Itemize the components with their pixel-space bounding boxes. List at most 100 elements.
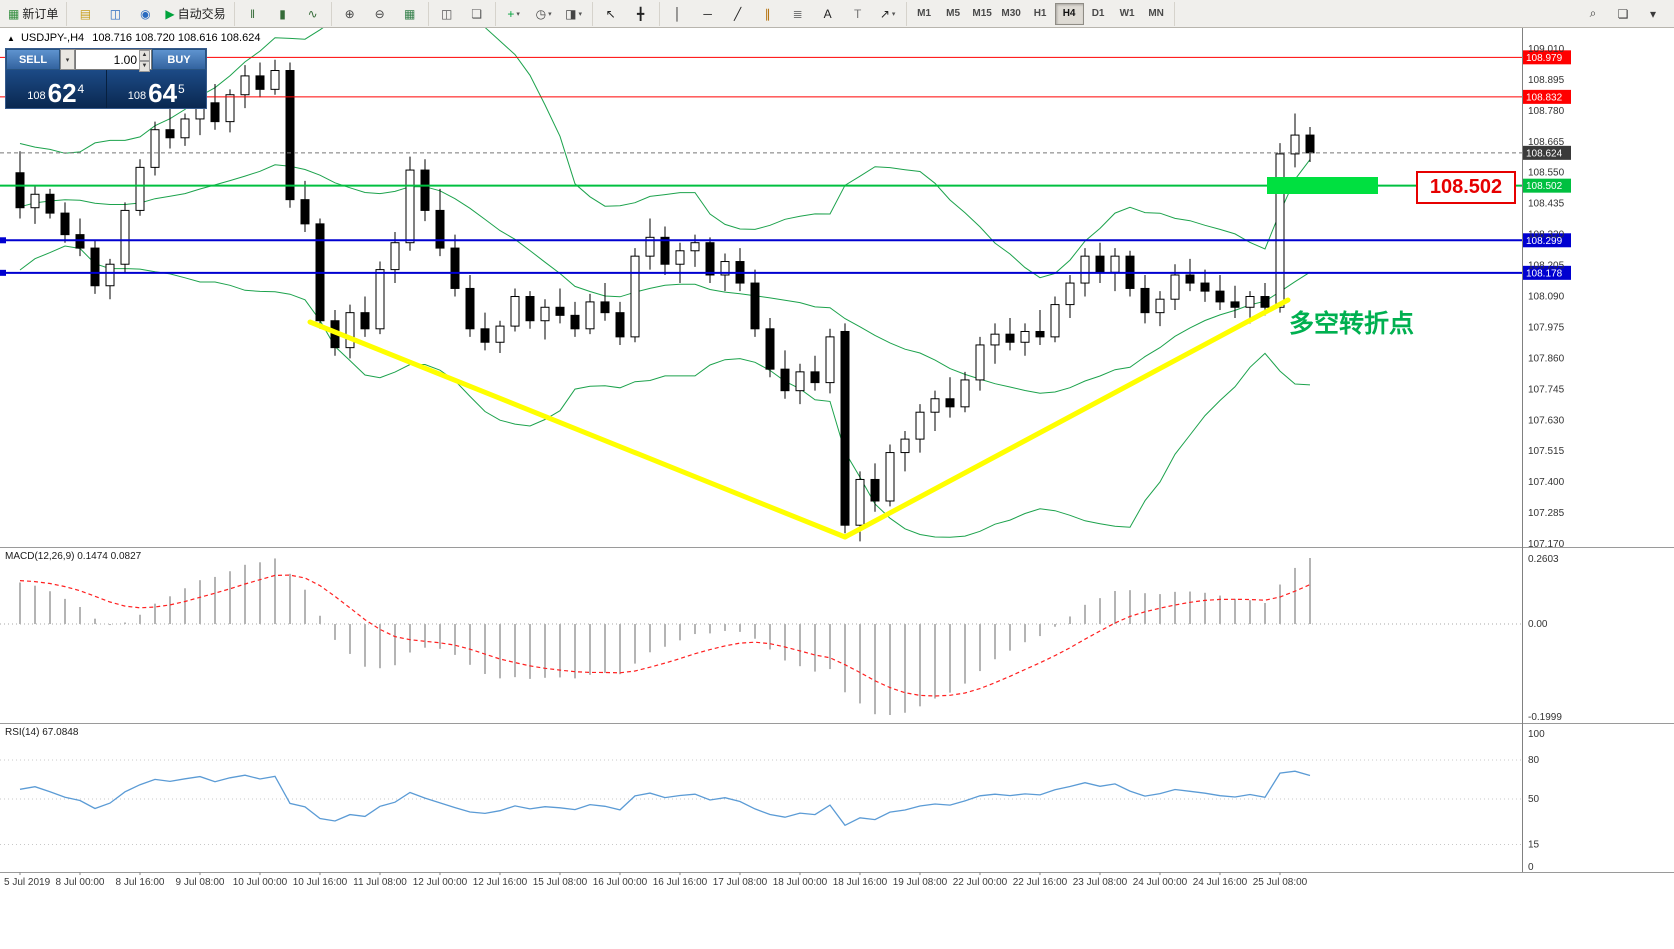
volume-input[interactable] xyxy=(76,50,151,69)
zoom-out-icon[interactable]: ⊖ xyxy=(374,6,385,21)
text-icon[interactable]: A xyxy=(823,6,832,21)
svg-text:10 Jul 16:00: 10 Jul 16:00 xyxy=(293,877,348,888)
svg-text:107.285: 107.285 xyxy=(1528,508,1565,519)
candles xyxy=(15,59,1315,542)
toolbar-group: │ ─ ╱ ∥ ≣ A T ↗ ▾ xyxy=(660,1,907,26)
svg-text:15 Jul 08:00: 15 Jul 08:00 xyxy=(533,877,588,888)
arrange-windows-icon[interactable]: ◫ xyxy=(440,6,453,21)
symbol-name: USDJPY-,H4 xyxy=(20,32,85,44)
menu-icon[interactable]: ▾ xyxy=(1649,6,1657,21)
svg-text:108.780: 108.780 xyxy=(1528,106,1565,117)
timeframe-w1[interactable]: W1 xyxy=(1119,8,1135,19)
sell-price-pip: 4 xyxy=(77,82,85,96)
volume-dropdown[interactable]: ▾ xyxy=(60,49,75,70)
buy-price[interactable]: 108 64 5 xyxy=(107,70,207,108)
price-annotation-box[interactable]: 108.502 xyxy=(1416,171,1516,204)
svg-text:107.400: 107.400 xyxy=(1528,477,1565,488)
svg-text:24 Jul 00:00: 24 Jul 00:00 xyxy=(1133,877,1188,888)
timeframe-d1[interactable]: D1 xyxy=(1091,8,1105,19)
turning-point-label[interactable]: 多空转折点 xyxy=(1289,310,1415,338)
svg-text:10 Jul 00:00: 10 Jul 00:00 xyxy=(233,877,288,888)
svg-text:108.895: 108.895 xyxy=(1528,75,1565,86)
timeframe-m15[interactable]: M15 xyxy=(972,8,992,19)
horizontal-line-icon[interactable]: ─ xyxy=(703,6,712,21)
tile-windows-icon[interactable]: ▦ xyxy=(403,6,416,21)
svg-text:80: 80 xyxy=(1528,755,1540,766)
new-order-button[interactable]: ▦ 新订单 xyxy=(8,6,59,22)
svg-text:108.550: 108.550 xyxy=(1528,168,1565,179)
search-icon[interactable]: ⌕ xyxy=(1589,6,1597,20)
auto-trading-button[interactable]: ▶ 自动交易 xyxy=(165,6,226,22)
candles-style-icon[interactable]: ▮ xyxy=(279,6,286,21)
toolbar-group: ⊕ ⊖ ▦ xyxy=(332,1,429,26)
buy-button[interactable]: BUY xyxy=(152,49,206,70)
label-icon[interactable]: T xyxy=(853,6,862,21)
volume-stepper-down[interactable]: ▼ xyxy=(139,61,150,72)
svg-text:0.2603: 0.2603 xyxy=(1528,554,1559,565)
templates-icon[interactable]: ◨ ▾ xyxy=(565,6,583,21)
svg-text:108.205: 108.205 xyxy=(1528,261,1565,272)
svg-text:108.299: 108.299 xyxy=(1526,236,1563,247)
svg-text:107.860: 107.860 xyxy=(1528,353,1565,364)
svg-text:108.979: 108.979 xyxy=(1526,53,1563,64)
symbol-info: ▲ USDJPY-,H4 108.716 108.720 108.616 108… xyxy=(7,32,260,44)
svg-text:-0.1999: -0.1999 xyxy=(1528,712,1562,723)
svg-text:18 Jul 16:00: 18 Jul 16:00 xyxy=(833,877,888,888)
svg-text:100: 100 xyxy=(1528,729,1545,740)
price-levels[interactable]: 108.979 108.832 108.502 108.299 108.178 xyxy=(0,50,1571,280)
cursor-icon[interactable]: ↖ xyxy=(605,6,616,21)
macd-pane: 0.2603 0.00 -0.1999 xyxy=(0,554,1562,723)
svg-text:108.502: 108.502 xyxy=(1526,181,1563,192)
profile-icon[interactable]: ◫ xyxy=(109,6,122,21)
timeframe-m1[interactable]: M1 xyxy=(917,8,932,19)
arrows-icon[interactable]: ↗ ▾ xyxy=(879,6,896,21)
svg-text:15: 15 xyxy=(1528,840,1540,851)
bollinger-bands xyxy=(19,8,1311,538)
svg-text:23 Jul 08:00: 23 Jul 08:00 xyxy=(1073,877,1128,888)
svg-text:12 Jul 16:00: 12 Jul 16:00 xyxy=(473,877,528,888)
current-price-line: 108.624 xyxy=(0,145,1571,160)
line-style-icon[interactable]: ∿ xyxy=(307,6,318,21)
toolbar-right: ⌕ ❏ ▾ xyxy=(1578,2,1674,26)
toolbar-group: + ▾ ◷ ▾ ◨ ▾ xyxy=(496,1,593,26)
vertical-line-icon[interactable]: │ xyxy=(673,6,682,21)
svg-text:108.178: 108.178 xyxy=(1526,268,1563,279)
indicators-icon[interactable]: + ▾ xyxy=(507,6,520,21)
svg-text:0.00: 0.00 xyxy=(1528,619,1548,630)
timeframe-h4[interactable]: H4 xyxy=(1054,2,1084,25)
svg-text:17 Jul 08:00: 17 Jul 08:00 xyxy=(713,877,768,888)
svg-text:12 Jul 00:00: 12 Jul 00:00 xyxy=(413,877,468,888)
alerts-icon[interactable]: ◉ xyxy=(140,6,151,21)
periods-icon[interactable]: ◷ ▾ xyxy=(535,6,552,21)
toolbar-group: ‖ ▮ ∿ xyxy=(235,1,332,26)
timeframe-m5[interactable]: M5 xyxy=(946,8,961,19)
zoom-in-icon[interactable]: ⊕ xyxy=(344,6,355,21)
svg-text:109.010: 109.010 xyxy=(1528,44,1565,55)
sell-price[interactable]: 108 62 4 xyxy=(6,70,107,108)
volume-stepper: ▲ ▼ xyxy=(139,50,150,72)
fibonacci-icon[interactable]: ≣ xyxy=(792,6,803,21)
trendlines[interactable] xyxy=(307,297,1291,540)
svg-text:0: 0 xyxy=(1528,862,1534,873)
svg-text:107.745: 107.745 xyxy=(1528,384,1565,395)
toolbar: ▦ 新订单 ▤ ◫ ◉ ▶ 自动交易 ‖ ▮ ∿ ⊕ ⊖ ▦ ◫ ❏ + ▾ ◷ ▾ ◨ ▾ ↖ ╋ │ ─ ╱ ∥ ≣ A T ↗ ▾ M1… xyxy=(0,0,1674,28)
svg-text:5 Jul 2019: 5 Jul 2019 xyxy=(4,877,51,888)
chart-window-icon[interactable]: ▤ xyxy=(79,6,92,21)
buy-price-big: 64 xyxy=(148,78,178,108)
crosshair-icon[interactable]: ╋ xyxy=(636,6,645,21)
new-window-icon[interactable]: ❏ xyxy=(1617,6,1629,21)
trendline-icon[interactable]: ╱ xyxy=(733,6,742,21)
cascade-windows-icon[interactable]: ❏ xyxy=(471,6,482,21)
volume-stepper-up[interactable]: ▲ xyxy=(139,50,150,61)
timeframe-h1[interactable]: H1 xyxy=(1033,8,1047,19)
timeframe-m30[interactable]: M30 xyxy=(1001,8,1021,19)
svg-text:22 Jul 00:00: 22 Jul 00:00 xyxy=(953,877,1008,888)
timeframe-mn[interactable]: MN xyxy=(1148,8,1164,19)
bars-style-icon[interactable]: ‖ xyxy=(250,6,256,21)
collapse-arrow-icon[interactable]: ▲ xyxy=(7,34,15,43)
channel-icon[interactable]: ∥ xyxy=(764,6,771,21)
sell-button[interactable]: SELL xyxy=(6,49,60,70)
highlight-rect[interactable] xyxy=(1267,177,1378,194)
